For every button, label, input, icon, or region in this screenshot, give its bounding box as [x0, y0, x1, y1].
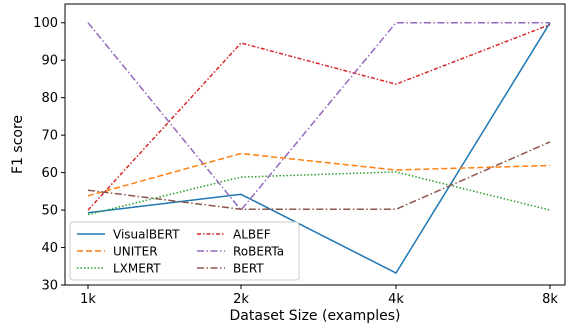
legend-label: VisualBERT: [113, 228, 180, 242]
y-tick-label: 50: [41, 204, 58, 219]
y-tick-label: 30: [41, 279, 58, 294]
legend-item-bert: BERT: [197, 262, 264, 276]
legend-label: LXMERT: [113, 262, 161, 276]
axes-layer: [64, 3, 566, 286]
x-tick-label: 1k: [80, 292, 96, 307]
y-tick-label: 40: [41, 241, 58, 256]
y-tick-label: 80: [41, 91, 58, 106]
legend-item-lxmert: LXMERT: [77, 262, 161, 276]
legend-label: ALBEF: [233, 228, 271, 242]
legend-item-albef: ALBEF: [197, 228, 271, 242]
y-tick-label: 60: [41, 166, 58, 181]
plot-frame: [64, 3, 566, 286]
legend-item-uniter: UNITER: [77, 245, 158, 259]
series-line-uniter: [87, 152, 551, 197]
legend-label: RoBERTa: [233, 245, 284, 259]
legend: VisualBERT UNITER LXMERT ALBEF RoBERTa BERT: [69, 221, 300, 281]
legend-item-visualbert: VisualBERT: [77, 228, 180, 242]
x-tick-label: 4k: [388, 292, 404, 307]
y-tick-label: 70: [41, 129, 58, 144]
x-axis-label: Dataset Size (examples): [230, 308, 401, 324]
y-tick-label: 90: [41, 54, 58, 69]
series-line-bert: [87, 141, 551, 211]
ticks-layer: 30 40 50 60 70 80 90 100 1k 2k 4k 8k: [33, 16, 558, 307]
series-line-lxmert: [87, 171, 551, 216]
series-line-albef: [87, 23, 551, 211]
legend-label: BERT: [233, 262, 264, 276]
series-line-visualbert: [87, 22, 551, 274]
legend-label: UNITER: [113, 245, 158, 259]
legend-item-roberta: RoBERTa: [197, 245, 284, 259]
series-layer: [87, 21, 551, 274]
y-tick-label: 100: [33, 16, 58, 31]
y-axis-label: F1 score: [10, 115, 26, 174]
x-tick-label: 8k: [542, 292, 558, 307]
legend-frame: [69, 221, 300, 281]
x-tick-label: 2k: [233, 292, 249, 307]
